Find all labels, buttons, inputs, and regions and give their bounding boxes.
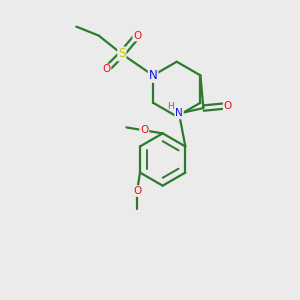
Text: H: H bbox=[167, 102, 174, 111]
Text: N: N bbox=[149, 69, 158, 82]
Text: N: N bbox=[175, 108, 183, 118]
Text: O: O bbox=[140, 125, 148, 135]
Text: O: O bbox=[133, 186, 141, 196]
Text: O: O bbox=[133, 31, 141, 40]
Text: O: O bbox=[224, 101, 232, 111]
Text: O: O bbox=[102, 64, 110, 74]
Text: S: S bbox=[118, 47, 125, 61]
